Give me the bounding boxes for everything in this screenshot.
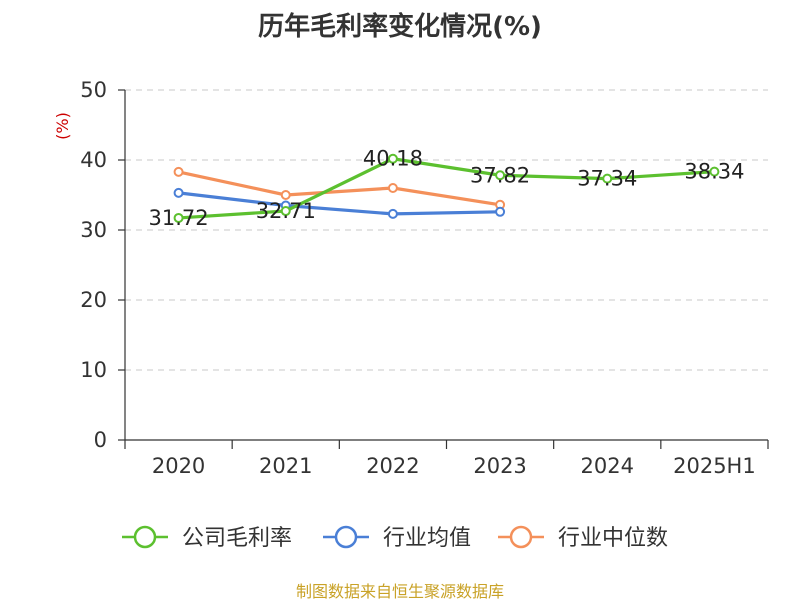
y-tick-label-0: 0 — [94, 428, 107, 452]
series-line-0 — [178, 157, 715, 220]
legend-marker-1 — [334, 525, 358, 549]
series-2-point-2021 — [280, 190, 291, 200]
data-label-2025H1: 38.34 — [684, 160, 744, 184]
data-label-2023: 37.82 — [470, 163, 530, 187]
legend-marker-2 — [509, 525, 533, 549]
y-tick-label-10: 10 — [80, 358, 107, 382]
x-tick-label-2020: 2020 — [152, 454, 205, 478]
y-tick-label-40: 40 — [80, 148, 107, 172]
chart-title: 历年毛利率变化情况(%) — [258, 12, 542, 42]
data-label-2020: 31.72 — [149, 206, 209, 230]
series-1-point-2020 — [173, 187, 184, 198]
y-tick-label-20: 20 — [80, 288, 107, 312]
series-group — [173, 153, 720, 223]
x-tick-label-2022: 2022 — [366, 454, 419, 478]
y-axis-label: (%) — [53, 112, 72, 140]
legend-label-1: 行业均值 — [383, 526, 471, 551]
series-0-point-2025H1 — [709, 166, 720, 177]
data-label-2022: 40.18 — [363, 147, 423, 171]
data-label-2021: 32.71 — [256, 199, 316, 223]
y-tick-label-50: 50 — [80, 78, 107, 102]
series-1-point-2022 — [387, 208, 398, 219]
source-note: 制图数据来自恒生聚源数据库 — [295, 582, 504, 601]
legend-marker-0 — [133, 525, 157, 549]
series-line-2 — [178, 170, 501, 207]
series-2-point-2022 — [387, 183, 398, 193]
series-0-point-2024 — [602, 173, 613, 184]
data-labels: 31.72 32.71 40.18 37.82 37.34 38.34 — [149, 147, 745, 230]
legend-label-0: 公司毛利率 — [182, 526, 292, 551]
legend: 公司毛利率 行业均值 行业中位数 — [122, 525, 668, 551]
series-0-point-2021 — [280, 206, 291, 217]
x-tick-label-2023: 2023 — [473, 454, 526, 478]
series-0-point-2020 — [173, 212, 184, 223]
grid-lines — [125, 89, 768, 371]
x-tick-label-2025H1: 2025H1 — [673, 454, 756, 478]
x-tick-label-2021: 2021 — [259, 454, 312, 478]
series-line-1 — [178, 191, 501, 216]
legend-label-2: 行业中位数 — [558, 526, 668, 551]
axes: 0 10 20 30 40 50 2020 2021 2022 2023 2024 2025H1 (%) — [53, 78, 769, 478]
series-0-point-2023 — [495, 170, 506, 181]
series-1-point-2023 — [495, 206, 506, 217]
y-tick-label-30: 30 — [80, 218, 107, 242]
series-0-point-2022 — [387, 153, 398, 164]
x-tick-label-2024: 2024 — [581, 454, 634, 478]
series-2-point-2020 — [173, 166, 184, 177]
data-label-2024: 37.34 — [577, 167, 637, 191]
